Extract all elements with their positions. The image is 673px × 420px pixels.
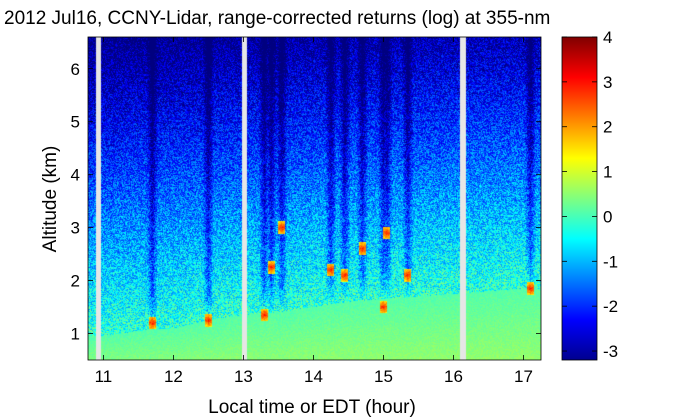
y-axis-label: Altitude (km) [40,146,61,253]
plot-area [87,36,542,361]
colorbar-tick-label: -2 [603,297,618,316]
colorbar-tick-label: 1 [603,163,612,182]
y-tick-label: 3 [71,219,80,238]
chart-title: 2012 Jul16, CCNY-Lidar, range-corrected … [4,8,550,29]
colorbar-tick-label: 0 [603,207,612,226]
plot-frame [87,36,542,361]
colorbar: 4 3 2 1 0 -1 -2 -3 [561,28,618,361]
y-tick-label: 6 [71,60,80,79]
y-tick-label: 2 [71,272,80,291]
x-tick-label: 15 [374,367,393,386]
colorbar-tick-label: 2 [603,118,612,137]
colorbar-gradient [561,36,598,361]
y-tick-label: 5 [71,113,80,132]
x-tick-label: 16 [444,367,463,386]
colorbar-tick-label: -1 [603,252,618,271]
x-tick-label: 11 [95,367,113,386]
x-tick-label: 13 [234,367,253,386]
colorbar-tick-label: -3 [603,342,618,361]
x-tick-label: 14 [304,367,323,386]
y-tick-label: 4 [71,166,80,185]
heatmap-raster [88,37,541,360]
y-axis: 1 2 3 4 5 6 [71,60,541,344]
x-axis-label: Local time or EDT (hour) [208,397,416,418]
colorbar-ticks: 4 3 2 1 0 -1 -2 -3 [562,28,618,361]
x-tick-label: 17 [514,367,533,386]
y-tick-label: 1 [71,325,80,344]
x-axis: 11 12 13 14 15 16 17 [95,37,533,386]
colorbar-tick-label: 3 [603,73,612,92]
x-tick-label: 12 [164,367,183,386]
colorbar-tick-label: 4 [603,28,612,47]
